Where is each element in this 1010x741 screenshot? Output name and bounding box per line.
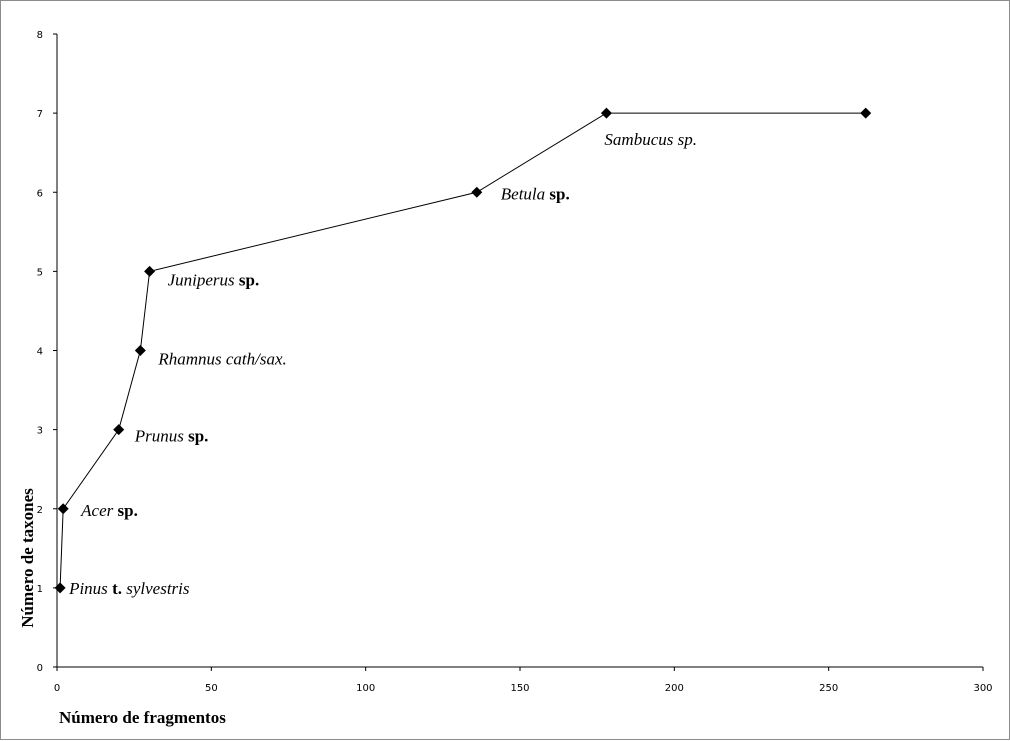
y-tick-label: 5 (37, 267, 43, 278)
label-segment: Juniperus (168, 270, 235, 289)
data-point-marker (57, 503, 69, 515)
data-point-marker (860, 107, 872, 119)
x-tick-label: 150 (510, 683, 529, 694)
label-segment: t. (108, 579, 126, 598)
series (54, 107, 872, 594)
data-point-label: Rhamnus cath/sax. (157, 350, 286, 369)
y-tick-label: 8 (37, 30, 43, 41)
series-line (59, 112, 866, 588)
y-ticks: 0 1 2 3 4 5 6 7 8 (37, 30, 57, 674)
y-axis-title: Número de taxones (18, 488, 37, 628)
y-tick-label: 1 (37, 584, 43, 595)
x-ticks: 0 50 100 150 200 250 300 (54, 667, 993, 694)
y-tick-label: 4 (37, 347, 43, 358)
label-segment: Pinus (68, 579, 108, 598)
label-segment: sp. (184, 427, 209, 446)
data-point-marker (144, 265, 156, 277)
data-point-marker (134, 345, 146, 356)
label-segment: sp. (545, 184, 570, 203)
x-tick-label: 250 (819, 683, 838, 694)
data-point-marker (113, 424, 125, 436)
data-point-label: Prunus sp. (134, 427, 209, 446)
x-tick-label: 0 (54, 683, 60, 694)
label-segment: Acer (80, 501, 113, 520)
data-point-label: Betula sp. (501, 184, 570, 203)
y-tick-label: 0 (37, 663, 43, 674)
y-tick-label: 3 (37, 426, 43, 437)
data-point-label: Acer sp. (80, 501, 138, 520)
label-segment: Rhamnus cath/sax. (157, 350, 286, 369)
x-tick-label: 300 (973, 683, 992, 694)
y-tick-label: 6 (37, 188, 43, 199)
label-segment: sp. (235, 270, 260, 289)
data-point-label: Juniperus sp. (168, 270, 260, 289)
y-tick-label: 2 (37, 505, 43, 516)
data-point-marker (471, 186, 483, 198)
label-segment: sylvestris (126, 579, 190, 598)
x-tick-label: 50 (205, 683, 218, 694)
data-point-marker (54, 582, 66, 594)
x-tick-label: 100 (356, 683, 375, 694)
y-tick-label: 7 (37, 109, 43, 120)
label-segment: Sambucus sp. (604, 130, 697, 149)
x-tick-label: 200 (665, 683, 684, 694)
data-point-marker (600, 107, 612, 119)
x-axis-title: Número de fragmentos (59, 708, 226, 727)
data-point-label: Sambucus sp. (604, 130, 697, 149)
data-point-label: Pinus t. sylvestris (68, 579, 190, 598)
label-segment: Prunus (134, 427, 185, 446)
label-segment: Betula (501, 184, 545, 203)
label-segment: sp. (113, 501, 138, 520)
